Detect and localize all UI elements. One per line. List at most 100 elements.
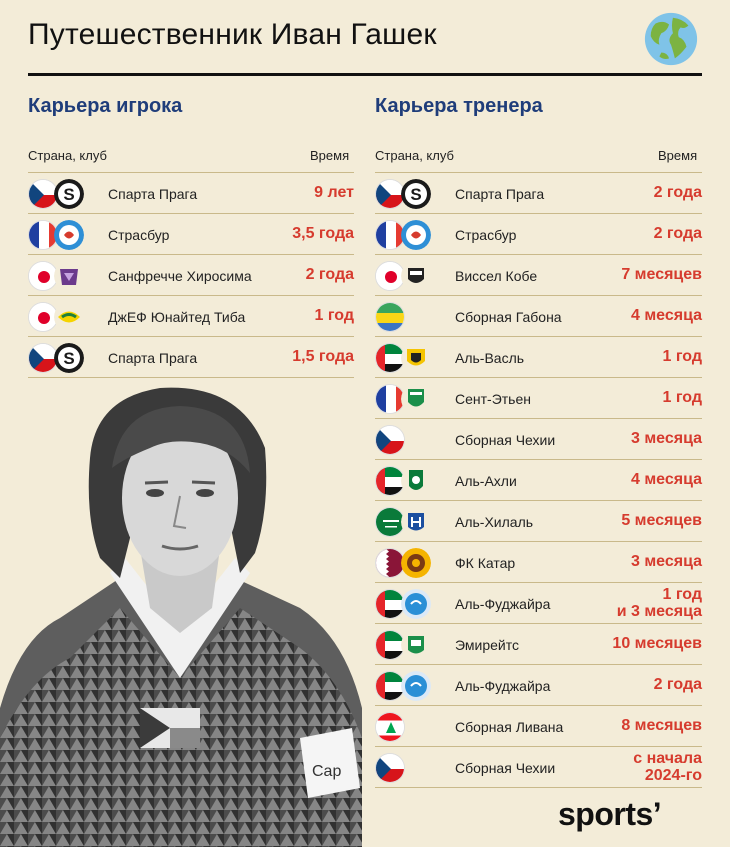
table-row: Аль-Ахли 4 месяца [375,459,702,500]
duration: 4 месяца [630,307,702,324]
svg-text:S: S [63,349,74,368]
flag-sa-icon [375,507,405,537]
duration: 1,5 года [292,348,354,365]
page-title: Путешественник Иван Гашек [28,18,437,51]
club-name: Сборная Чехии [455,760,556,776]
club-name: Сборная Габона [455,309,562,325]
club-name: Страсбур [455,227,517,243]
table-row: ДжЕФ Юнайтед Тиба 1 год [28,295,354,336]
armband-text: Cap [312,763,341,780]
duration: 3 месяца [630,553,702,570]
table-row: Сборная Габона 4 месяца [375,295,702,336]
sports-logo: sports’ [558,796,662,833]
duration: 3 месяца [630,430,702,447]
flag-ae-icon [375,630,405,660]
flag-cz-icon [28,343,58,373]
flag-ae-icon [375,466,405,496]
fujairah-logo-icon [401,671,431,701]
player-col-country: Страна, клуб [28,148,107,163]
flag-jp-icon [28,261,58,291]
chiba-logo-icon [54,302,84,332]
player-photo: Cap [0,387,362,847]
club-name: Аль-Ахли [455,473,517,489]
flag-fr-icon [375,220,405,250]
table-row: Сборная Ливана 8 месяцев [375,705,702,746]
table-bottom-rule [28,377,354,378]
table-row: Сент-Этьен 1 год [375,377,702,418]
strasbourg-logo-icon [401,220,431,250]
flag-ae-icon [375,589,405,619]
club-name: Аль-Хилаль [455,514,534,530]
club-name: Сент-Этьен [455,391,531,407]
flag-ae-icon [375,343,405,373]
club-name: Аль-Васль [455,350,525,366]
flag-jp-icon [28,302,58,332]
brand-mark: ’ [652,796,662,832]
coach-col-country: Страна, клуб [375,148,454,163]
table-row: S Спарта Прага 1,5 года [28,336,354,377]
alwasl-logo-icon [401,343,431,373]
club-name: Спарта Прага [108,186,198,202]
club-name: Аль-Фуджайра [455,678,551,694]
vissel-logo-icon [401,261,431,291]
table-row: Аль-Фуджайра 1 год и 3 месяца [375,582,702,623]
qatar-sc-logo-icon [401,548,431,578]
flag-jp-icon [375,261,405,291]
duration: 1 год [662,348,702,365]
table-row: Аль-Хилаль 5 месяцев [375,500,702,541]
duration: 2 года [653,676,702,693]
duration: 1 год [314,307,354,324]
duration: 8 месяцев [621,717,702,734]
flag-ae-icon [375,671,405,701]
fujairah-logo-icon [401,589,431,619]
table-row: Санфречче Хиросима 2 года [28,254,354,295]
player-col-time: Время [310,148,350,163]
emirates-logo-icon [401,630,431,660]
club-name: Спарта Прага [108,350,198,366]
sparta-logo-icon: S [401,179,431,209]
table-row: ФК Катар 3 месяца [375,541,702,582]
hiroshima-logo-icon [54,261,84,291]
duration: 4 месяца [630,471,702,488]
table-row: Страсбур 3,5 года [28,213,354,254]
duration: с начала 2024-го [633,750,702,784]
flag-cz-icon [375,179,405,209]
club-name: Эмирейтс [455,637,519,653]
duration: 5 месяцев [621,512,702,529]
saint-etienne-logo-icon [401,384,431,414]
brand-name: sports [558,796,653,832]
strasbourg-logo-icon [54,220,84,250]
club-name: ФК Катар [455,555,516,571]
duration: 9 лет [314,184,354,201]
alahli-logo-icon [401,466,431,496]
table-row: S Спарта Прага 9 лет [28,172,354,213]
table-row: Аль-Васль 1 год [375,336,702,377]
table-bottom-rule [375,787,702,788]
duration: 7 месяцев [621,266,702,283]
duration: 1 год [662,389,702,406]
table-row: Виссел Кобе 7 месяцев [375,254,702,295]
coach-col-time: Время [658,148,698,163]
table-row: Сборная Чехии с начала 2024-го [375,746,702,787]
club-name: Санфречче Хиросима [108,268,252,284]
flag-cz-icon [375,425,405,455]
club-name: Сборная Чехии [455,432,556,448]
flag-qa-icon [375,548,405,578]
flag-ga-icon [375,302,405,332]
flag-cz-icon [375,753,405,783]
duration: 3,5 года [292,225,354,242]
title-divider [28,73,702,76]
alhilal-logo-icon [401,507,431,537]
club-name: Виссел Кобе [455,268,538,284]
duration: 10 месяцев [612,635,702,652]
globe-icon [644,12,698,66]
duration: 2 года [653,184,702,201]
flag-lb-icon [375,712,405,742]
player-section-title: Карьера игрока [28,95,183,117]
svg-text:S: S [410,185,421,204]
svg-text:S: S [63,185,74,204]
club-name: ДжЕФ Юнайтед Тиба [108,309,246,325]
table-row: Страсбур 2 года [375,213,702,254]
table-row: S Спарта Прага 2 года [375,172,702,213]
table-row: Аль-Фуджайра 2 года [375,664,702,705]
